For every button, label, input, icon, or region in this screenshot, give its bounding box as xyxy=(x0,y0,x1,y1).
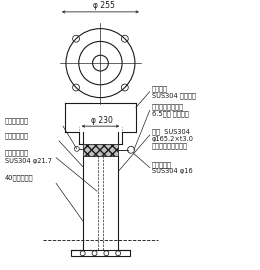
Bar xyxy=(71,250,130,256)
Text: φ 255: φ 255 xyxy=(93,1,115,11)
Text: φ 230: φ 230 xyxy=(92,116,113,125)
Text: 支柱  SUS304: 支柱 SUS304 xyxy=(152,129,190,135)
Text: キャップ: キャップ xyxy=(152,85,168,92)
Text: カギボルト: カギボルト xyxy=(152,161,172,168)
Text: 40ミリ南京錢: 40ミリ南京錢 xyxy=(5,175,33,181)
Text: ガイドパイプ: ガイドパイプ xyxy=(5,149,29,156)
Bar xyxy=(83,144,118,156)
Text: 白反射テープ: 白反射テープ xyxy=(5,132,29,139)
Text: ヘアーライン仕上げ: ヘアーライン仕上げ xyxy=(152,142,188,149)
Text: ステンレスクサリ: ステンレスクサリ xyxy=(152,104,184,110)
Text: φ165.2×t3.0: φ165.2×t3.0 xyxy=(152,136,194,142)
Text: SUS304 φ16: SUS304 φ16 xyxy=(152,168,192,174)
Text: SUS304 φ21.7: SUS304 φ21.7 xyxy=(5,158,52,164)
Text: 6.5ミリ 電解研磨: 6.5ミリ 電解研磨 xyxy=(152,111,188,117)
Text: SUS304 バフ研磨: SUS304 バフ研磨 xyxy=(152,92,196,99)
Text: ゴムパッキン: ゴムパッキン xyxy=(5,117,29,124)
